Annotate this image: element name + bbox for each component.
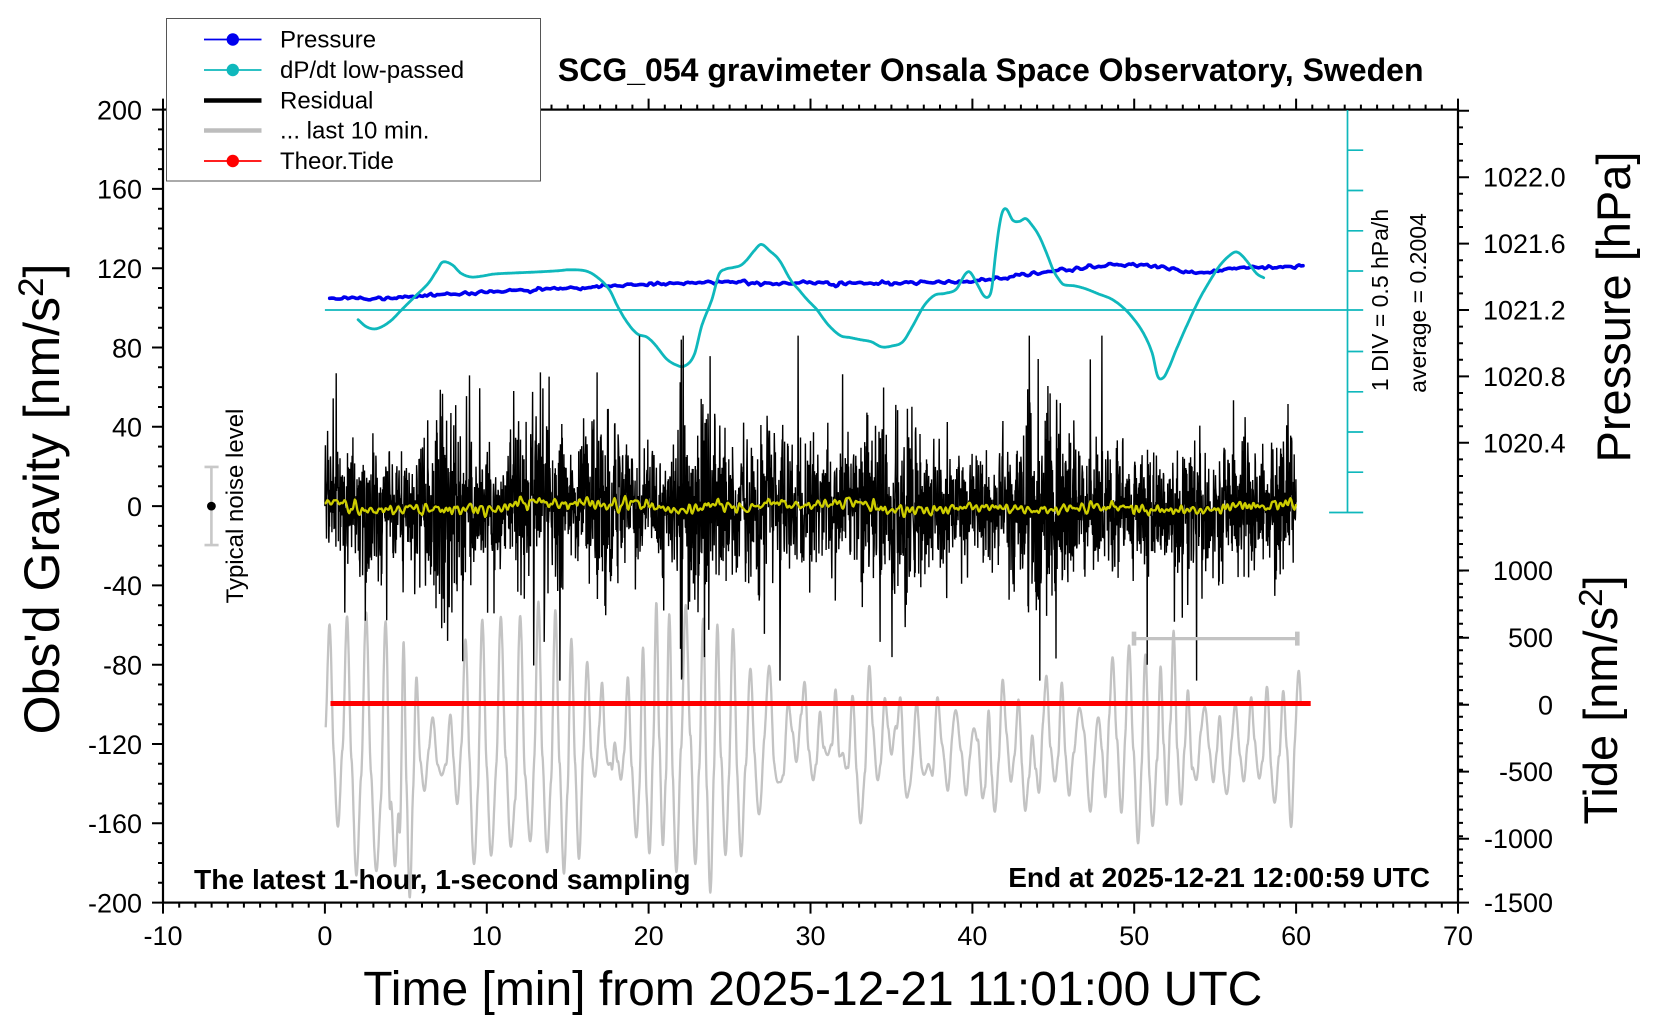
svg-text:160: 160 [97,175,142,205]
svg-text:1021.2: 1021.2 [1483,296,1566,326]
svg-text:-500: -500 [1499,757,1553,787]
svg-text:Tide [nm/s2]: Tide [nm/s2] [1572,575,1627,824]
svg-text:The latest 1-hour, 1-second sa: The latest 1-hour, 1-second sampling [194,863,691,895]
svg-text:-200: -200 [88,888,142,918]
svg-text:1000: 1000 [1493,556,1553,586]
svg-text:70: 70 [1443,921,1473,951]
svg-text:Pressure [hPa]: Pressure [hPa] [1587,152,1640,463]
svg-text:10: 10 [472,921,502,951]
svg-text:200: 200 [97,95,142,125]
svg-text:Time [min] from 2025-12-21 11:: Time [min] from 2025-12-21 11:01:00 UTC [363,963,1262,1016]
svg-text:average = 0.2004: average = 0.2004 [1405,213,1431,393]
svg-text:1022.0: 1022.0 [1483,163,1566,193]
svg-text:Theor.Tide: Theor.Tide [280,148,394,175]
svg-text:... last 10 min.: ... last 10 min. [280,118,429,145]
svg-text:0: 0 [1538,690,1553,720]
svg-text:-1500: -1500 [1484,888,1553,918]
svg-text:50: 50 [1119,921,1149,951]
svg-text:30: 30 [795,921,825,951]
svg-text:0: 0 [127,492,142,522]
svg-text:dP/dt low-passed: dP/dt low-passed [280,57,464,84]
svg-text:0: 0 [317,921,332,951]
svg-text:-160: -160 [88,809,142,839]
svg-text:-10: -10 [143,921,182,951]
svg-text:80: 80 [112,333,142,363]
svg-text:40: 40 [957,921,987,951]
svg-text:20: 20 [634,921,664,951]
svg-text:1020.8: 1020.8 [1483,362,1566,392]
svg-text:-1000: -1000 [1484,824,1553,854]
svg-text:1 DIV = 0.5 hPa/h: 1 DIV = 0.5 hPa/h [1367,209,1393,391]
svg-text:Pressure: Pressure [280,27,376,54]
svg-text:1021.6: 1021.6 [1483,229,1566,259]
svg-text:SCG_054 gravimeter Onsala Spac: SCG_054 gravimeter Onsala Space Observat… [558,52,1424,88]
svg-text:Typical noise level: Typical noise level [222,409,249,604]
svg-text:-80: -80 [103,651,142,681]
svg-text:120: 120 [97,254,142,284]
svg-text:Obs'd Gravity [nm/s2]: Obs'd Gravity [nm/s2] [12,264,70,735]
svg-text:End at 2025-12-21 12:00:59 UTC: End at 2025-12-21 12:00:59 UTC [1008,862,1430,893]
svg-text:-40: -40 [103,571,142,601]
svg-text:500: 500 [1508,623,1553,653]
svg-text:1020.4: 1020.4 [1483,428,1566,458]
svg-text:Residual: Residual [280,88,373,115]
svg-text:60: 60 [1281,921,1311,951]
svg-text:40: 40 [112,413,142,443]
svg-text:-120: -120 [88,730,142,760]
